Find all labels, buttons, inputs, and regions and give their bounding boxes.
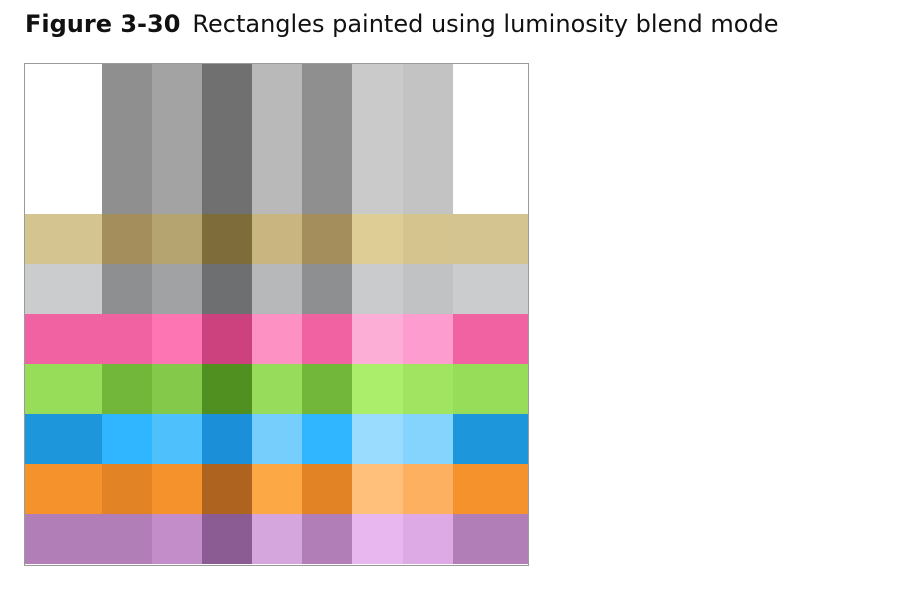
band-6-swatch-3	[152, 464, 202, 514]
band-5-swatch-1	[25, 414, 102, 464]
band-5-swatch-8	[403, 414, 453, 464]
band-1-swatch-1	[25, 214, 102, 264]
band-7-swatch-9	[453, 514, 528, 564]
figure-number: Figure 3-30	[25, 10, 181, 38]
color-band-7	[25, 514, 528, 564]
band-4-swatch-2	[102, 364, 152, 414]
band-3-swatch-8	[403, 314, 453, 364]
band-1-swatch-6	[302, 214, 352, 264]
top-row-swatch-5	[252, 64, 302, 214]
band-5-swatch-6	[302, 414, 352, 464]
band-4-swatch-6	[302, 364, 352, 414]
band-7-swatch-3	[152, 514, 202, 564]
top-row-swatch-2	[102, 64, 152, 214]
color-band-5	[25, 414, 528, 464]
band-6-swatch-5	[252, 464, 302, 514]
band-4-swatch-9	[453, 364, 528, 414]
band-1-swatch-7	[352, 214, 403, 264]
color-band-2	[25, 264, 528, 314]
band-4-swatch-8	[403, 364, 453, 414]
top-row-swatch-4	[202, 64, 252, 214]
band-7-swatch-7	[352, 514, 403, 564]
top-row-swatch-8	[403, 64, 453, 214]
band-5-swatch-4	[202, 414, 252, 464]
band-6-swatch-6	[302, 464, 352, 514]
color-band-4	[25, 364, 528, 414]
band-3-swatch-1	[25, 314, 102, 364]
color-band-3	[25, 314, 528, 364]
band-2-swatch-1	[25, 264, 102, 314]
band-2-swatch-3	[152, 264, 202, 314]
figure-caption: Figure 3-30 Rectangles painted using lumi…	[25, 8, 778, 40]
top-row-swatch-1	[25, 64, 102, 214]
top-row-swatch-6	[302, 64, 352, 214]
band-1-swatch-2	[102, 214, 152, 264]
band-7-swatch-2	[102, 514, 152, 564]
band-7-swatch-8	[403, 514, 453, 564]
band-6-swatch-2	[102, 464, 152, 514]
color-band-1	[25, 214, 528, 264]
band-6-swatch-9	[453, 464, 528, 514]
band-3-swatch-3	[152, 314, 202, 364]
band-5-swatch-7	[352, 414, 403, 464]
band-2-swatch-4	[202, 264, 252, 314]
band-2-swatch-6	[302, 264, 352, 314]
band-3-swatch-6	[302, 314, 352, 364]
band-5-swatch-3	[152, 414, 202, 464]
top-row-swatch-9	[453, 64, 528, 214]
band-4-swatch-1	[25, 364, 102, 414]
band-6-swatch-8	[403, 464, 453, 514]
top-row-swatch-7	[352, 64, 403, 214]
band-2-swatch-5	[252, 264, 302, 314]
band-4-swatch-5	[252, 364, 302, 414]
band-7-swatch-4	[202, 514, 252, 564]
band-5-swatch-9	[453, 414, 528, 464]
band-2-swatch-2	[102, 264, 152, 314]
band-1-swatch-4	[202, 214, 252, 264]
band-1-swatch-5	[252, 214, 302, 264]
band-3-swatch-7	[352, 314, 403, 364]
band-7-swatch-5	[252, 514, 302, 564]
color-band-6	[25, 464, 528, 514]
band-1-swatch-9	[453, 214, 528, 264]
band-3-swatch-4	[202, 314, 252, 364]
band-4-swatch-7	[352, 364, 403, 414]
band-2-swatch-8	[403, 264, 453, 314]
band-1-swatch-8	[403, 214, 453, 264]
band-2-swatch-9	[453, 264, 528, 314]
top-row-swatch-3	[152, 64, 202, 214]
luminosity-blend-figure	[24, 63, 529, 566]
band-2-swatch-7	[352, 264, 403, 314]
band-3-swatch-5	[252, 314, 302, 364]
grayscale-top-row	[25, 64, 528, 214]
band-6-swatch-4	[202, 464, 252, 514]
band-3-swatch-9	[453, 314, 528, 364]
band-5-swatch-2	[102, 414, 152, 464]
band-7-swatch-6	[302, 514, 352, 564]
band-7-swatch-1	[25, 514, 102, 564]
band-3-swatch-2	[102, 314, 152, 364]
band-4-swatch-3	[152, 364, 202, 414]
band-5-swatch-5	[252, 414, 302, 464]
band-1-swatch-3	[152, 214, 202, 264]
band-4-swatch-4	[202, 364, 252, 414]
band-6-swatch-1	[25, 464, 102, 514]
band-6-swatch-7	[352, 464, 403, 514]
figure-title: Rectangles painted using luminosity blen…	[192, 10, 779, 38]
